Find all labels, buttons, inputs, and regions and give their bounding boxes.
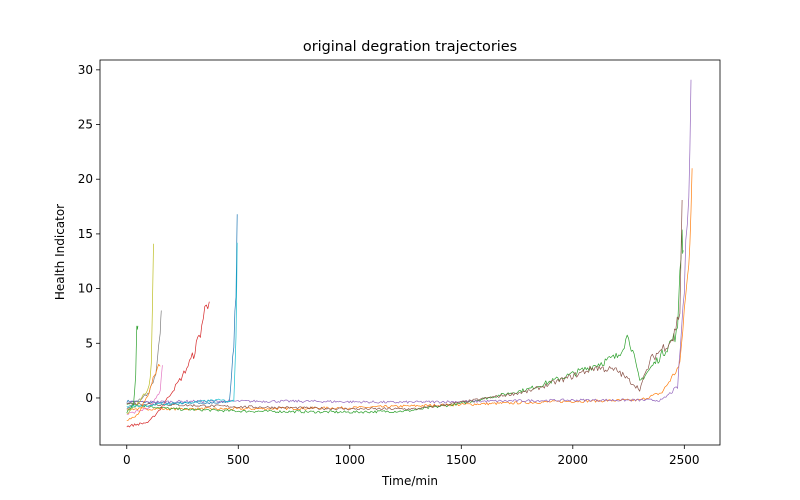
chart-title: original degration trajectories — [303, 39, 517, 55]
x-axis-label: Time/min — [381, 474, 438, 488]
x-tick-label: 1000 — [335, 453, 366, 467]
y-tick-label: 10 — [78, 282, 93, 296]
x-tick-label: 2500 — [669, 453, 700, 467]
y-tick-label: 25 — [78, 118, 93, 132]
y-tick-label: 0 — [85, 391, 93, 405]
y-tick-label: 30 — [78, 63, 93, 77]
x-tick-label: 1500 — [446, 453, 477, 467]
series-line-8 — [126, 310, 162, 410]
axes-frame — [99, 59, 721, 446]
series-line-7 — [126, 365, 163, 415]
series-line-10 — [126, 242, 238, 408]
series-layer — [126, 79, 693, 428]
x-tick-label: 500 — [227, 453, 250, 467]
x-tick-label: 0 — [123, 453, 131, 467]
y-tick-label: 5 — [85, 336, 93, 350]
x-tick-label: 2000 — [558, 453, 589, 467]
series-line-2 — [126, 168, 693, 411]
y-axis-ticks: 0 5 10 15 20 25 30 — [78, 63, 100, 405]
series-line-12 — [126, 363, 161, 421]
y-tick-label: 20 — [78, 172, 93, 186]
series-line-9 — [126, 243, 154, 415]
series-line-11 — [126, 325, 139, 414]
y-tick-label: 15 — [78, 227, 93, 241]
series-line-6 — [126, 199, 683, 411]
x-axis-ticks: 0 500 1000 1500 2000 2500 — [123, 445, 700, 467]
y-axis-label: Health Indicator — [53, 204, 67, 300]
series-line-4 — [126, 301, 210, 428]
series-line-5 — [126, 79, 692, 404]
